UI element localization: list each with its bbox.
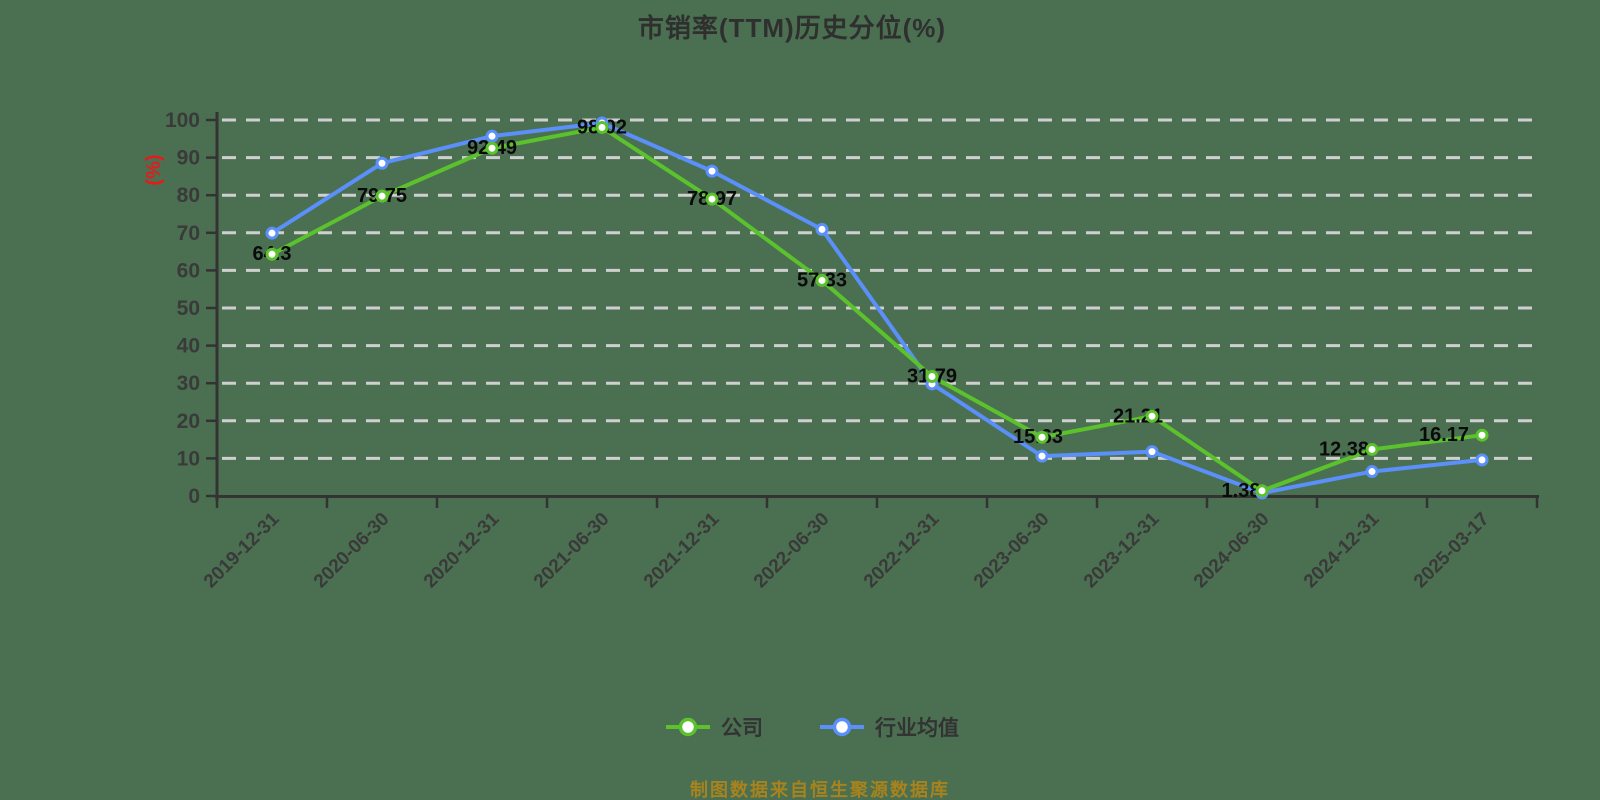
data-point [1365,465,1379,479]
data-point [1145,445,1159,459]
data-point [265,226,279,240]
y-tick-label: 10 [177,447,200,470]
data-point [485,129,499,143]
data-point [375,189,389,203]
legend-label-industry-average: 行业均值 [875,717,959,740]
legend-marker-industry-icon [820,717,864,737]
y-tick-label: 70 [177,222,200,245]
y-tick-label: 90 [177,147,200,170]
x-tick-label: 2024-06-30 [1190,509,1274,593]
data-point [1145,409,1159,423]
data-point [375,156,389,170]
x-tick-label: 2020-06-30 [310,509,394,593]
data-point [595,120,609,134]
legend-marker-company-icon [666,717,710,737]
data-point [1365,442,1379,456]
x-tick-label: 2021-12-31 [640,508,724,592]
x-tick-label: 2025-03-17 [1410,509,1494,593]
y-tick-label: 30 [177,372,200,395]
data-label: 12.38 [1319,438,1369,460]
x-tick-label: 2020-12-31 [420,508,504,592]
data-point [1255,484,1269,498]
chart-legend: 公司 行业均值 [12,712,1600,742]
series-line-company [270,125,1484,493]
chart-title: 市销率(TTM)历史分位(%) [637,13,947,43]
data-source-note: 制图数据来自恒生聚源数据库 [690,780,950,800]
legend-label-company: 公司 [721,717,763,740]
y-tick-label: 50 [177,297,200,320]
y-tick-label: 80 [177,184,200,207]
data-point [265,247,279,261]
legend-item-company[interactable]: 公司 [665,712,763,742]
y-tick-label: 60 [177,259,200,282]
x-tick-label: 2022-06-30 [750,509,834,593]
data-point [815,222,829,236]
data-point [1475,453,1489,467]
series-line-industry-average [270,121,1484,495]
x-tick-label: 2021-06-30 [530,509,614,593]
x-tick-label: 2022-12-31 [860,508,944,592]
x-tick-label: 2023-12-31 [1080,508,1164,592]
legend-item-industry-average[interactable]: 行业均值 [819,712,959,742]
x-tick-label: 2024-12-31 [1300,508,1384,592]
data-point [815,273,829,287]
data-point [1035,430,1049,444]
data-point [705,164,719,178]
data-point [485,141,499,155]
x-tick-label: 2019-12-31 [200,508,284,592]
data-point [925,369,939,383]
data-label: 1.38 [1222,480,1261,502]
y-tick-label: 40 [177,335,200,358]
y-tick-label: 0 [188,485,200,508]
data-point [1475,428,1489,442]
y-tick-label: 20 [177,410,200,433]
data-label: 16.17 [1419,424,1469,446]
data-point [1035,449,1049,463]
y-tick-label: 100 [165,109,200,132]
data-point [705,192,719,206]
x-tick-label: 2023-06-30 [970,509,1054,593]
